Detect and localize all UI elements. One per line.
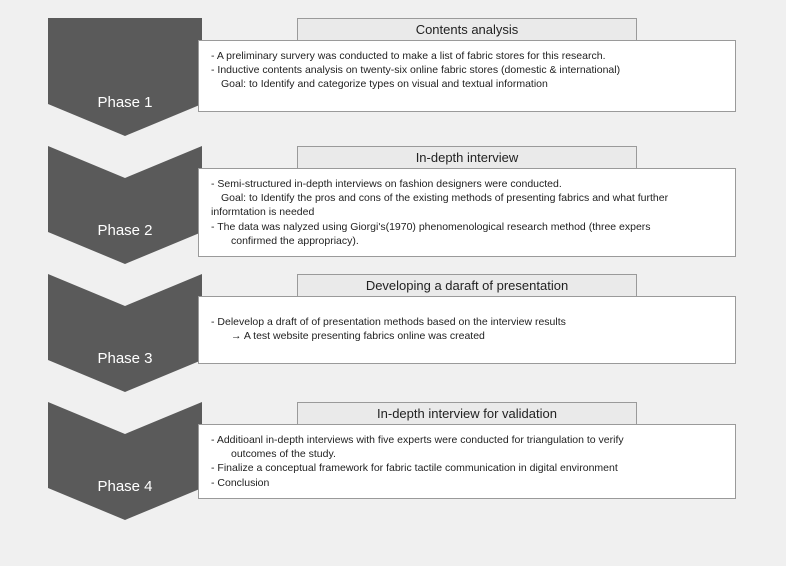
content-phase-1: Contents analysis - A preliminary surver…	[198, 18, 736, 112]
body-phase-2: - Semi-structured in-depth interviews on…	[198, 168, 736, 257]
phase-row-3: Phase 3 Developing a daraft of presentat…	[48, 274, 748, 398]
body-line: - Semi-structured in-depth interviews on…	[211, 177, 725, 191]
body-phase-4: - Additioanl in-depth interviews with fi…	[198, 424, 736, 499]
phase-label: Phase 1	[48, 94, 202, 111]
body-line: confirmed the appropriacy).	[211, 234, 725, 248]
heading-phase-4: In-depth interview for validation	[297, 402, 637, 425]
chevron-phase-3: Phase 3	[48, 274, 202, 392]
content-phase-3: Developing a daraft of presentation - De…	[198, 274, 736, 364]
body-line: informtation is needed	[211, 205, 725, 219]
body-line: - A preliminary survery was conducted to…	[211, 49, 725, 63]
heading-phase-3: Developing a daraft of presentation	[297, 274, 637, 297]
body-line: - The data was nalyzed using Giorgi's(19…	[211, 220, 725, 234]
chevron-phase-1: Phase 1	[48, 18, 202, 136]
phase-row-1: Phase 1 Contents analysis - A preliminar…	[48, 18, 748, 142]
chevron-phase-4: Phase 4	[48, 402, 202, 520]
body-line: - Conclusion	[211, 476, 725, 490]
heading-phase-1: Contents analysis	[297, 18, 637, 41]
body-line: - Inductive contents analysis on twenty-…	[211, 63, 725, 77]
phase-label: Phase 4	[48, 478, 202, 495]
phase-row-4: Phase 4 In-depth interview for validatio…	[48, 402, 748, 526]
heading-phase-2: In-depth interview	[297, 146, 637, 169]
body-line: → A test website presenting fabrics onli…	[211, 329, 725, 343]
body-phase-3: - Delevelop a draft of of presentation m…	[198, 296, 736, 364]
phase-row-2: Phase 2 In-depth interview - Semi-struct…	[48, 146, 748, 270]
body-phase-1: - A preliminary survery was conducted to…	[198, 40, 736, 112]
body-line: - Additioanl in-depth interviews with fi…	[211, 433, 725, 447]
content-phase-4: In-depth interview for validation - Addi…	[198, 402, 736, 499]
body-line: Goal: to Identify and categorize types o…	[211, 77, 725, 91]
body-line: - Delevelop a draft of of presentation m…	[211, 315, 725, 329]
body-line: Goal: to Identify the pros and cons of t…	[211, 191, 725, 205]
body-line: - Finalize a conceptual framework for fa…	[211, 461, 725, 475]
phase-label: Phase 2	[48, 222, 202, 239]
phase-label: Phase 3	[48, 350, 202, 367]
diagram-container: Phase 1 Contents analysis - A preliminar…	[48, 18, 748, 530]
body-line: outcomes of the study.	[211, 447, 725, 461]
content-phase-2: In-depth interview - Semi-structured in-…	[198, 146, 736, 257]
chevron-phase-2: Phase 2	[48, 146, 202, 264]
